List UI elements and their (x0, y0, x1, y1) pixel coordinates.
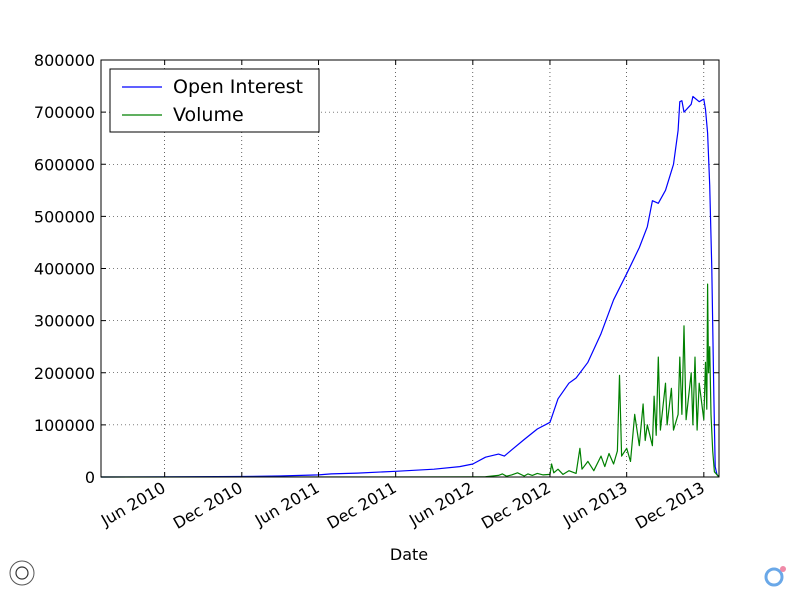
grid (101, 60, 719, 477)
y-tick-label: 700000 (34, 103, 95, 122)
x-tick-label: Jun 2010 (97, 478, 169, 530)
x-tick-label: Jun 2013 (559, 478, 631, 530)
x-tick-label: Jun 2012 (405, 478, 477, 530)
series-line-open-interest (100, 95, 720, 478)
legend: Open Interest Volume (109, 68, 320, 133)
y-tick-label: 800000 (34, 51, 95, 70)
x-tick-label: Dec 2010 (170, 478, 246, 533)
series-line-volume (100, 283, 720, 478)
y-tick-label: 600000 (34, 155, 95, 174)
y-tick-label: 500000 (34, 207, 95, 226)
x-tick-label: Dec 2013 (632, 478, 708, 533)
y-axis: 0 100000 200000 300000 400000 500000 600000 700… (34, 51, 719, 487)
watermark-logo-right (764, 566, 786, 587)
y-tick-label: 100000 (34, 416, 95, 435)
series-layer (100, 95, 720, 478)
y-tick-label: 400000 (34, 260, 95, 279)
y-tick-label: 300000 (34, 312, 95, 331)
legend-label-volume: Volume (173, 104, 244, 126)
x-tick-label: Dec 2011 (324, 478, 400, 533)
watermark-logo-left (9, 560, 35, 586)
y-tick-label: 200000 (34, 364, 95, 383)
legend-box (109, 68, 320, 133)
y-tick-label: 0 (85, 468, 95, 487)
x-tick-label: Dec 2012 (478, 478, 554, 533)
x-axis-title: Date (390, 545, 428, 564)
x-tick-label: Jun 2011 (251, 478, 323, 530)
legend-label-open-interest: Open Interest (173, 76, 303, 98)
